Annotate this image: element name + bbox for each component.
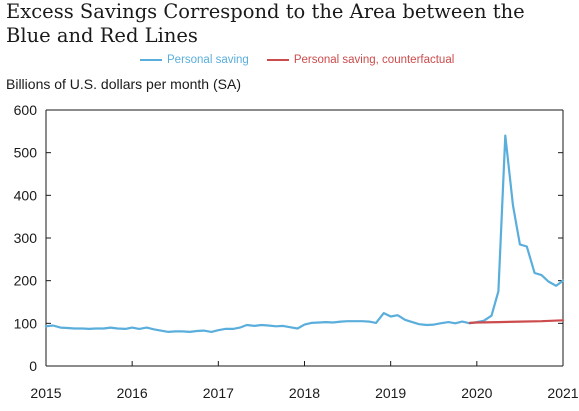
y-tick-label: 100 xyxy=(14,315,38,331)
x-tick-label: 2016 xyxy=(117,385,148,401)
legend-label-counterfactual: Personal saving, counterfactual xyxy=(293,54,455,66)
legend-item-personal-saving: Personal saving xyxy=(140,54,249,66)
series-line-counterfactual xyxy=(468,319,565,324)
legend-swatch-counterfactual xyxy=(266,59,289,61)
x-tick-label: 2019 xyxy=(375,385,406,401)
x-tick-label: 2017 xyxy=(203,385,234,401)
series-group xyxy=(44,134,565,333)
chart-title: Excess Savings Correspond to the Area be… xyxy=(6,0,525,47)
y-tick-label: 400 xyxy=(14,187,38,203)
y-tick-label: 500 xyxy=(14,145,38,161)
x-tick-label: 2015 xyxy=(30,385,61,401)
y-axis-unit-label: Billions of U.S. dollars per month (SA) xyxy=(6,76,241,92)
x-tick-label: 2020 xyxy=(461,385,492,401)
legend: Personal saving Personal saving, counter… xyxy=(140,52,454,68)
legend-item-counterfactual: Personal saving, counterfactual xyxy=(266,54,455,66)
y-tick-label: 300 xyxy=(14,230,38,246)
y-tick-label: 600 xyxy=(14,102,38,118)
legend-label-personal-saving: Personal saving xyxy=(167,54,249,66)
y-tick-label: 200 xyxy=(14,273,38,289)
legend-swatch-personal-saving xyxy=(140,59,162,61)
x-tick-label: 2018 xyxy=(289,385,320,401)
y-tick-label: 0 xyxy=(29,358,37,374)
x-tick-label: 2021 xyxy=(547,385,578,401)
axes: 0 100 200 300 400 500 600 2015 2016 2017 2018 2019 2… xyxy=(14,102,579,401)
series-line-personal-saving xyxy=(44,134,565,333)
